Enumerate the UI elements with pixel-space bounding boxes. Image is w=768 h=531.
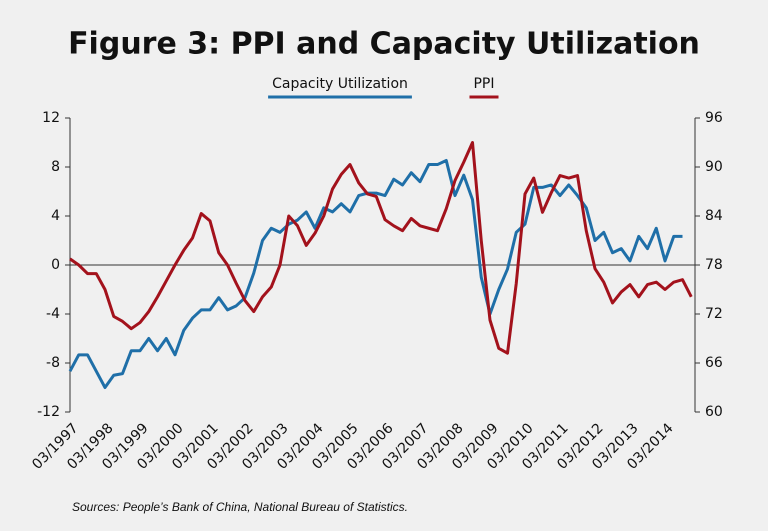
y2-tick-label: 84: [705, 208, 723, 224]
y-tick-label: 4: [51, 208, 60, 224]
chart-title: Figure 3: PPI and Capacity Utilization: [68, 27, 700, 62]
y2-tick-label: 60: [705, 404, 723, 420]
y-tick-label: -8: [46, 355, 60, 371]
y2-tick-label: 72: [705, 306, 723, 322]
legend-label: Capacity Utilization: [272, 76, 408, 92]
y2-tick-label: 66: [705, 355, 723, 371]
y2-tick-label: 90: [705, 159, 723, 175]
y2-tick-label: 78: [705, 257, 723, 273]
source: Sources: People’s Bank of China, Nationa…: [72, 500, 408, 514]
series-line: [69, 141, 693, 355]
y-tick-label: -4: [46, 306, 60, 322]
y-tick-label: 0: [51, 257, 60, 273]
y2-tick-label: 96: [705, 110, 723, 126]
y-tick-label: 12: [42, 110, 60, 126]
y-tick-label: -12: [37, 404, 60, 420]
y-tick-label: 8: [51, 159, 60, 175]
legend-label: PPI: [473, 76, 494, 92]
